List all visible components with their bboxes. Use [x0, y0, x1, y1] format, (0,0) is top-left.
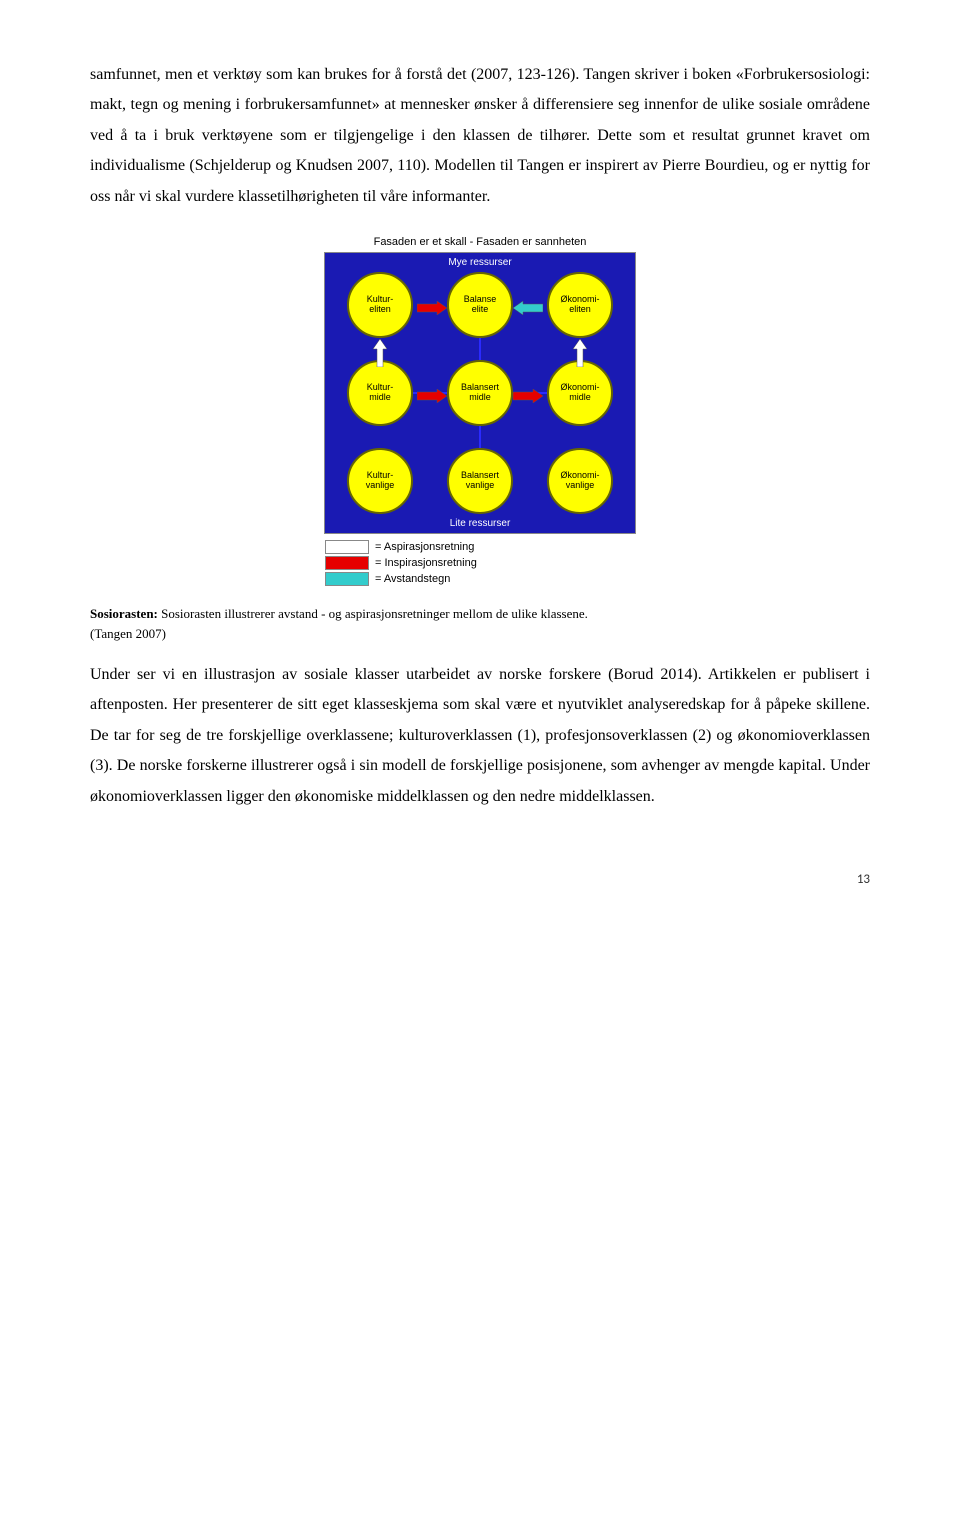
diagram-top-label: Mye ressurser: [325, 257, 635, 268]
legend-label: = Aspirasjonsretning: [375, 541, 474, 553]
diagram-arrow: [417, 301, 447, 315]
diagram-arrow: [573, 339, 587, 353]
diagram-arrow: [513, 301, 543, 315]
diagram-arrow: [417, 389, 447, 403]
diagram-bottom-label: Lite ressurser: [325, 518, 635, 529]
diagram-node: Balanseelite: [447, 272, 513, 338]
diagram-node: Økonomi-eliten: [547, 272, 613, 338]
diagram-arrow: [373, 339, 387, 353]
diagram-legend: = Aspirasjonsretning = Inspirasjonsretni…: [325, 538, 635, 588]
legend-row: = Inspirasjonsretning: [325, 556, 635, 570]
diagram-node: Økonomi-midle: [547, 360, 613, 426]
diagram-node: Kultur-midle: [347, 360, 413, 426]
paragraph-2: Under ser vi en illustrasjon av sosiale …: [90, 660, 870, 812]
diagram-node: Balansertmidle: [447, 360, 513, 426]
diagram-node: Balansertvanlige: [447, 448, 513, 514]
page-number: 13: [90, 872, 870, 887]
caption-label: Sosiorasten:: [90, 606, 158, 621]
sosiorasten-figure: Fasaden er et skall - Fasaden er sannhet…: [90, 236, 870, 588]
figure-caption: Sosiorasten: Sosiorasten illustrerer avs…: [90, 606, 870, 622]
diagram-canvas: Mye ressurser Lite ressurser Kultur-elit…: [325, 253, 635, 533]
caption-text: Sosiorasten illustrerer avstand - og asp…: [158, 606, 588, 621]
legend-label: = Avstandstegn: [375, 573, 450, 585]
diagram-arrow: [513, 389, 543, 403]
figure-caption-source: (Tangen 2007): [90, 626, 870, 642]
legend-row: = Aspirasjonsretning: [325, 540, 635, 554]
diagram-node: Kultur-eliten: [347, 272, 413, 338]
diagram-node: Økonomi-vanlige: [547, 448, 613, 514]
diagram-heading: Fasaden er et skall - Fasaden er sannhet…: [374, 236, 587, 248]
legend-label: = Inspirasjonsretning: [375, 557, 477, 569]
paragraph-1: samfunnet, men et verktøy som kan brukes…: [90, 60, 870, 212]
diagram-border: Mye ressurser Lite ressurser Kultur-elit…: [324, 252, 636, 534]
diagram-node: Kultur-vanlige: [347, 448, 413, 514]
legend-swatch: [325, 572, 369, 586]
legend-swatch: [325, 556, 369, 570]
legend-swatch: [325, 540, 369, 554]
legend-row: = Avstandstegn: [325, 572, 635, 586]
page-container: samfunnet, men et verktøy som kan brukes…: [0, 0, 960, 927]
